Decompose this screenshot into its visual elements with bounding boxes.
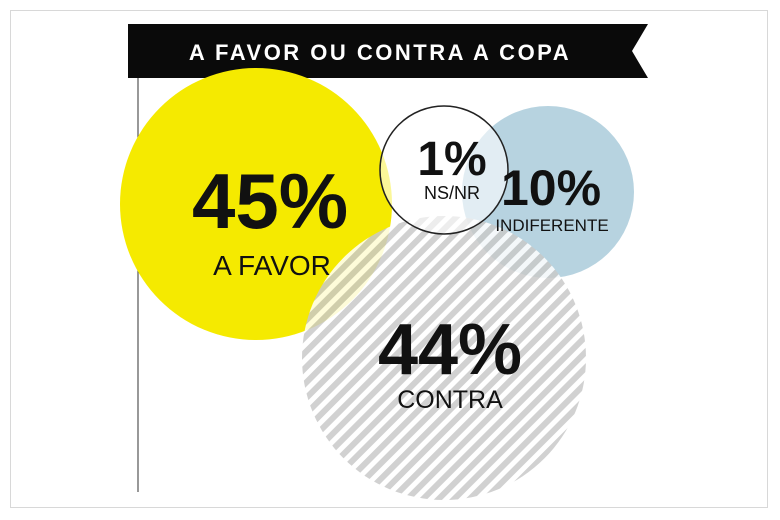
category-label-contra: CONTRA bbox=[397, 386, 503, 414]
value-label-ns-nr: 1% bbox=[417, 133, 486, 186]
title-banner bbox=[128, 24, 648, 78]
category-label-ns-nr: NS/NR bbox=[424, 183, 480, 203]
value-label-contra: 44% bbox=[378, 310, 522, 390]
bubble-ns-nr bbox=[379, 105, 509, 235]
bubble-a-favor bbox=[120, 68, 392, 340]
category-label-indiferente: INDIFERENTE bbox=[495, 216, 608, 235]
value-label-a-favor: 45% bbox=[192, 157, 348, 245]
chart-title: A FAVOR OU CONTRA A COPA bbox=[189, 40, 571, 65]
category-label-a-favor: A FAVOR bbox=[213, 250, 331, 281]
value-label-indiferente: 10% bbox=[501, 160, 601, 216]
bubble-contra bbox=[302, 216, 586, 500]
